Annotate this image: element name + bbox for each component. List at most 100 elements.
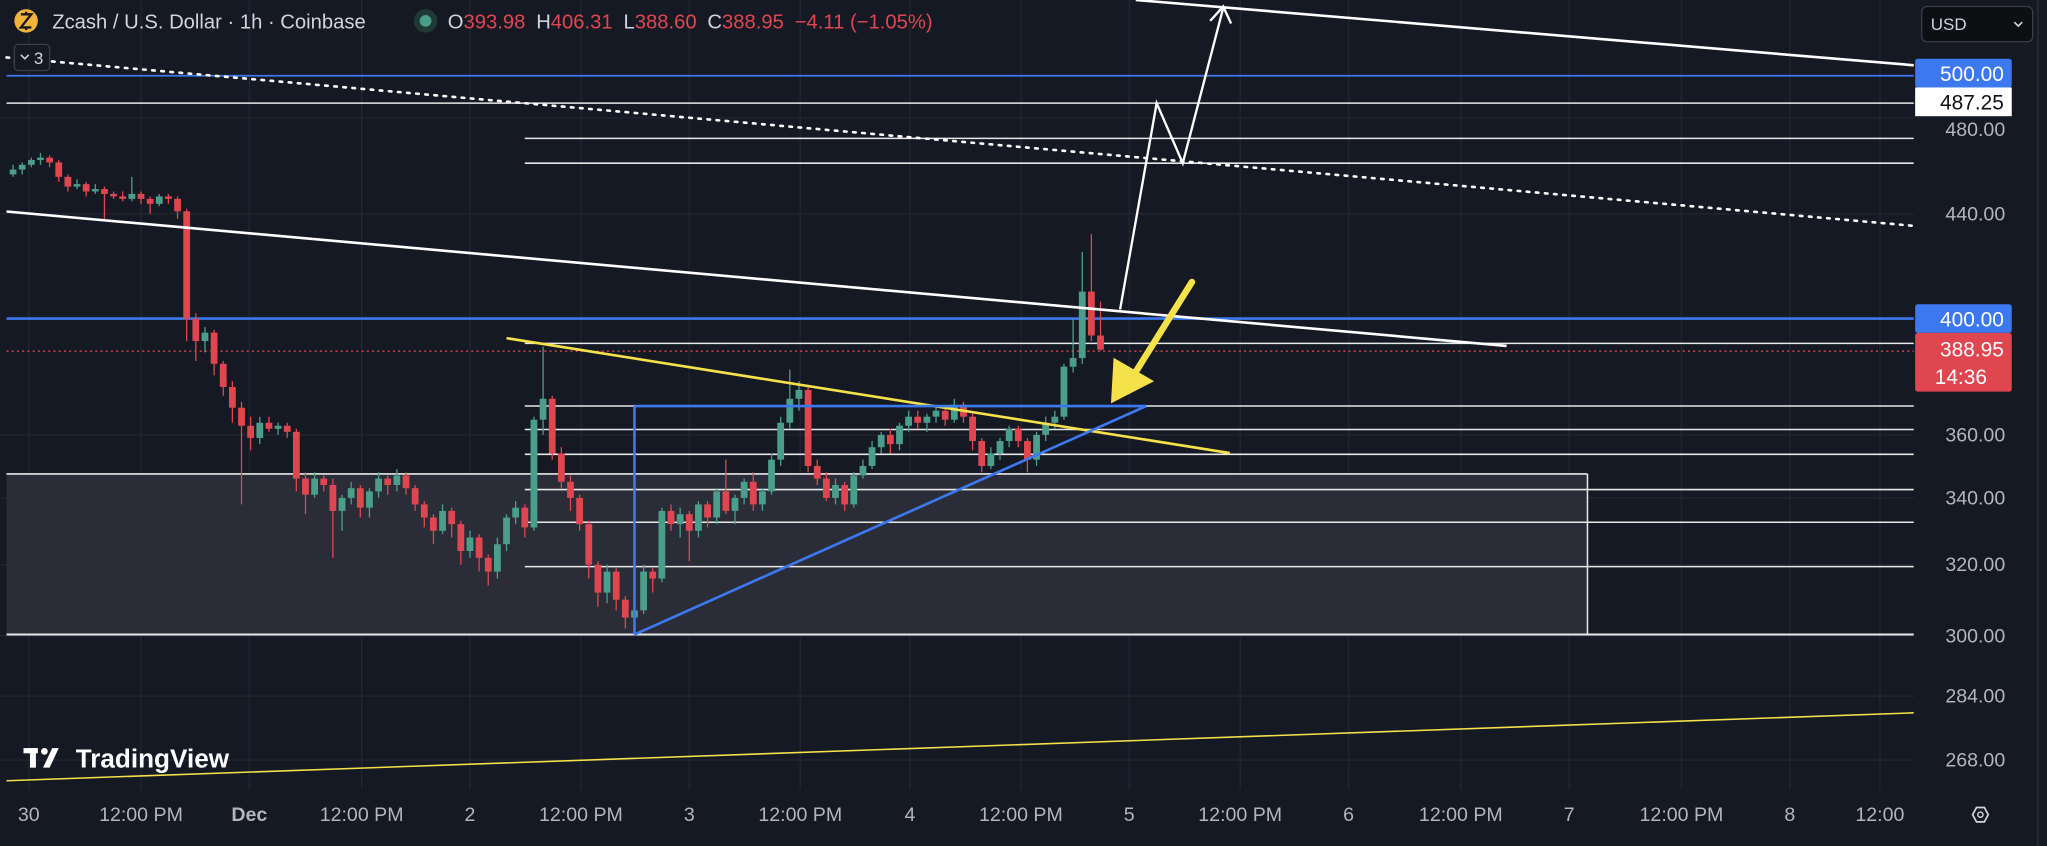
- currency-select[interactable]: USD: [1921, 5, 2034, 43]
- candle-body: [658, 510, 666, 579]
- indicators-toggle[interactable]: 3: [13, 43, 51, 72]
- candle-body: [302, 478, 309, 495]
- upper-trendline[interactable]: [1135, 0, 1914, 67]
- candle-body: [18, 164, 26, 170]
- candle-body: [667, 510, 675, 525]
- candle-body: [402, 475, 410, 489]
- projection-path[interactable]: [1118, 7, 1225, 310]
- time-tick-label: 12:00 PM: [539, 804, 623, 826]
- candle-body: [896, 425, 903, 445]
- candle: [530, 416, 538, 531]
- candle-body: [1042, 422, 1050, 435]
- descending-trendline[interactable]: [6, 210, 1507, 348]
- candle: [896, 422, 903, 451]
- candle: [320, 475, 328, 492]
- candle: [466, 530, 474, 558]
- candle-body: [749, 481, 757, 505]
- candle-body: [430, 517, 437, 531]
- candle-body: [320, 478, 328, 486]
- yellow-arrow-icon: [1110, 278, 1196, 404]
- candle-body: [201, 332, 209, 342]
- candle: [37, 152, 44, 165]
- candle-body: [1087, 291, 1095, 336]
- candle-body: [311, 478, 319, 495]
- candle-body: [366, 491, 373, 508]
- candle-body: [740, 481, 748, 498]
- candle-body: [91, 189, 99, 192]
- candle: [786, 369, 794, 429]
- candle: [603, 564, 611, 604]
- settings-gear-icon[interactable]: [1971, 806, 1990, 823]
- candle-body: [82, 184, 90, 192]
- candle-body: [978, 441, 986, 466]
- candle: [183, 208, 191, 342]
- candle-body: [859, 465, 867, 476]
- candle-body: [155, 196, 163, 204]
- candle: [411, 485, 419, 511]
- price-axis-ticks: 480.00 440.00 360.00 340.00 320.00 300.00 284.…: [1945, 119, 2005, 772]
- candle: [375, 472, 382, 498]
- price-badge-487: 487.25: [1915, 87, 2012, 117]
- candle-body: [539, 398, 547, 420]
- time-axis-ticks: 30 12:00 PM Dec 12:00 PM 2 12:00 PM 3 12:00 PM 4…: [18, 804, 1905, 826]
- candle-body: [768, 459, 775, 492]
- time-axis[interactable]: [0, 789, 1914, 846]
- price-tick-label: 440.00: [1945, 203, 2005, 225]
- candle: [283, 422, 291, 438]
- time-tick-label: 3: [684, 804, 695, 826]
- candle: [594, 561, 602, 607]
- candle: [640, 564, 647, 614]
- candle: [740, 478, 748, 505]
- candle-body: [521, 507, 529, 528]
- candle-body: [594, 564, 602, 593]
- candle: [905, 410, 913, 432]
- price-tick-label: 480.00: [1945, 119, 2005, 141]
- yellow-support-line[interactable]: [6, 712, 1914, 782]
- candle: [119, 191, 127, 202]
- candle-body: [411, 488, 419, 505]
- candle-body: [228, 386, 236, 408]
- demand-zone: [6, 473, 1588, 635]
- candle-body: [777, 422, 785, 460]
- time-tick-label: 7: [1564, 804, 1575, 826]
- candle: [18, 162, 26, 175]
- ohlc-high: 406.31: [551, 12, 613, 34]
- candle: [932, 407, 940, 423]
- candle: [548, 395, 556, 460]
- candle-body: [548, 398, 556, 454]
- candle: [503, 514, 510, 552]
- candle-body: [466, 537, 474, 552]
- candle: [247, 416, 255, 451]
- dotted-trendline[interactable]: [5, 56, 1916, 228]
- candle-body: [283, 425, 291, 432]
- candle: [228, 381, 236, 423]
- candle-body: [557, 453, 565, 482]
- candle: [493, 537, 501, 579]
- candle: [777, 416, 785, 466]
- candle: [512, 501, 520, 525]
- candle-body: [1097, 335, 1104, 350]
- candle: [676, 507, 684, 538]
- candle-body: [46, 157, 54, 163]
- tradingview-logo[interactable]: TradingView: [23, 744, 230, 774]
- candle-body: [146, 198, 154, 204]
- price-tick-label: 360.00: [1945, 424, 2005, 446]
- yellow-trendline[interactable]: [506, 336, 1230, 455]
- price-tick-label: 340.00: [1945, 487, 2005, 509]
- candle-body: [1060, 366, 1068, 417]
- candle: [46, 155, 54, 168]
- triangle-pattern[interactable]: [633, 404, 1147, 636]
- candle: [238, 401, 245, 505]
- price-axis[interactable]: [1913, 0, 2047, 846]
- candle: [768, 453, 775, 495]
- candle-body: [238, 407, 245, 426]
- candle: [868, 441, 876, 470]
- candle: [402, 472, 410, 495]
- candle-body: [685, 514, 693, 531]
- candle: [722, 459, 730, 515]
- time-tick-label: Dec: [231, 804, 267, 826]
- candle-body: [832, 485, 839, 498]
- candle-body: [439, 510, 446, 531]
- candle: [219, 360, 227, 396]
